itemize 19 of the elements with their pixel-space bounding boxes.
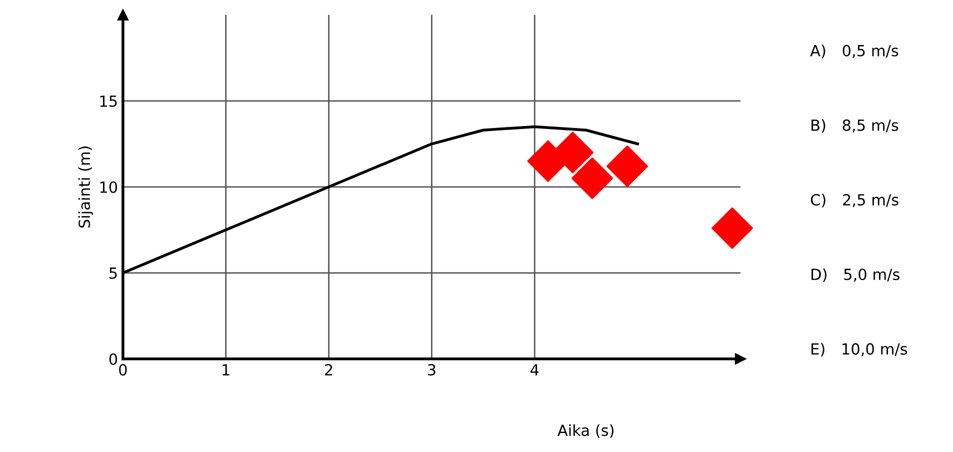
point xyxy=(711,207,754,249)
text: B) 8,5 m/s xyxy=(812,119,898,133)
y-tick-label: 5 xyxy=(110,268,117,279)
y-tick-label: 0 xyxy=(109,353,118,365)
x-tick-label: 0 xyxy=(119,364,127,376)
x-tick-label: 2 xyxy=(325,364,332,376)
x-tick-label: 3 xyxy=(428,364,436,376)
text: D) 5,0 m/s xyxy=(812,268,900,282)
text: E) 10,0 m/s xyxy=(812,342,908,357)
y-tick-label: 15 xyxy=(100,96,117,107)
x-tick-label: 4 xyxy=(530,364,539,376)
point xyxy=(571,157,614,200)
point xyxy=(606,145,648,188)
text: A) 0,5 m/s xyxy=(810,44,898,58)
y-tick-label: 10 xyxy=(100,181,118,193)
text: C) 2,5 m/s xyxy=(810,194,898,208)
y-axis-title: Sijainti (m) xyxy=(78,146,94,228)
x-tick-label: 1 xyxy=(222,364,230,376)
x-axis-title: Aika (s) xyxy=(558,424,614,438)
